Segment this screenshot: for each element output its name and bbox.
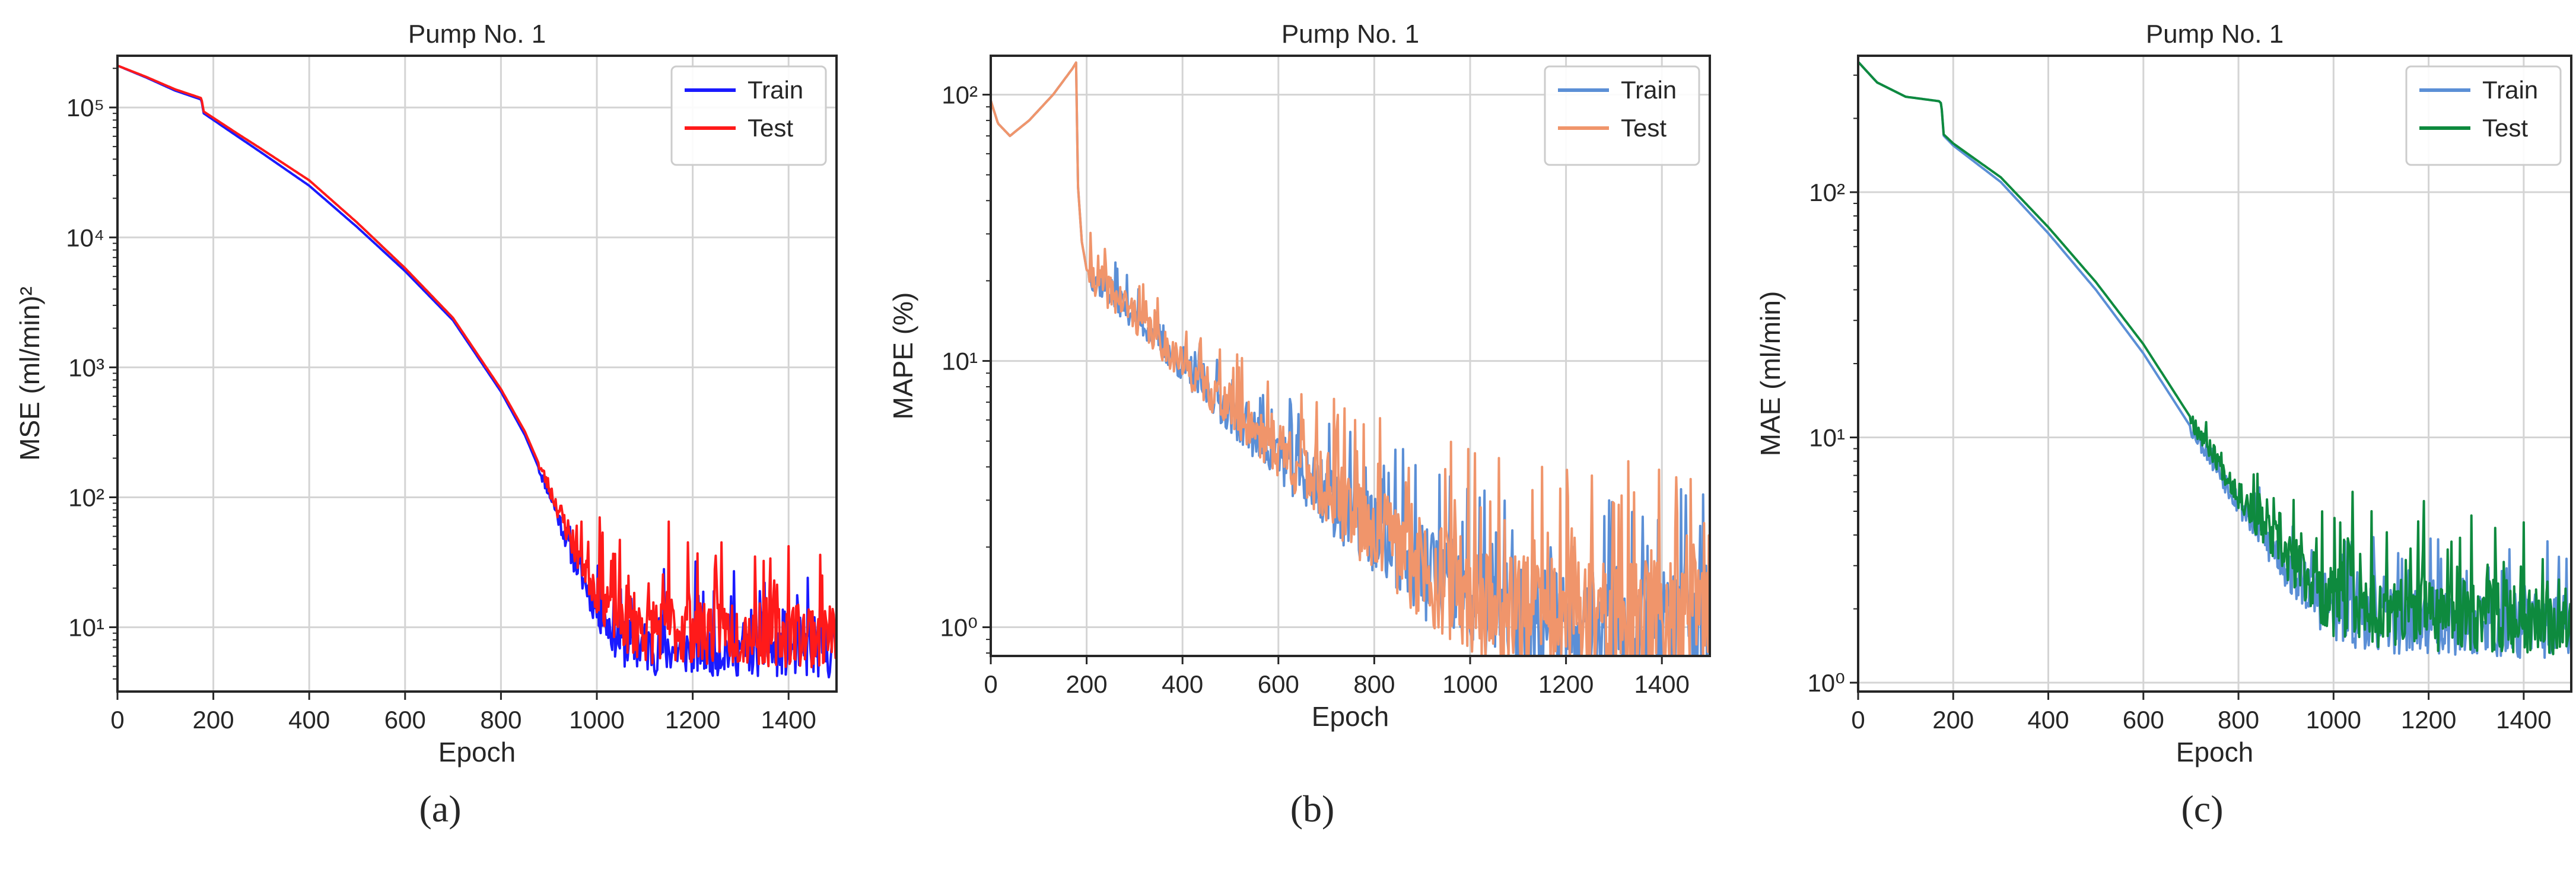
x-tick-label: 200 (1932, 706, 1974, 734)
axes-frame (990, 55, 1711, 657)
chart-panel-c: 0 200 400 600 800 1000 1200 1400 10⁰ 10¹ 10² Pump N… (1755, 20, 2572, 767)
y-tick-label: 10¹ (68, 614, 104, 642)
series-group-b (991, 61, 1710, 656)
y-axis-label: MAE (ml/min) (1755, 291, 1786, 457)
legend-label-test: Test (1621, 114, 1667, 142)
x-axis-label: Epoch (2176, 737, 2253, 767)
y-tick-label: 10² (68, 483, 104, 511)
legend: Train Test (670, 65, 827, 166)
y-axis-label: MAPE (%) (888, 292, 918, 420)
x-tick-label: 1400 (2496, 706, 2551, 734)
series-line-test (991, 61, 1710, 656)
series-line-test (117, 64, 837, 668)
legend-label-train: Train (2482, 76, 2538, 104)
chart-panel-b: 0 200 400 600 800 1000 1200 1400 10⁰ 10¹ 10² Pump N… (888, 20, 1711, 732)
series-group-c (1858, 60, 2571, 659)
x-tick-label: 1200 (665, 706, 720, 734)
series-line-train (117, 64, 837, 678)
y-tick-label: 10⁴ (66, 224, 104, 251)
y-minor-ticks (986, 106, 991, 654)
y-axis-label: MSE (ml/min)² (14, 286, 45, 461)
x-tick-label: 200 (1066, 670, 1108, 698)
x-tick-label: 1200 (1538, 670, 1594, 698)
x-tick-label: 0 (1851, 706, 1865, 734)
panel-caption: (c) (2181, 788, 2223, 830)
chart-title: Pump No. 1 (408, 20, 546, 49)
x-axis-label: Epoch (438, 737, 516, 767)
legend: Train Test (1544, 65, 1700, 166)
y-minor-ticks (113, 68, 117, 680)
legend-label-train: Train (1621, 76, 1677, 104)
series-group-a (117, 64, 837, 678)
y-tick-label: 10² (942, 81, 978, 109)
x-tick-label: 600 (1258, 670, 1299, 698)
x-tick-label: 400 (1162, 670, 1203, 698)
x-tick-label: 0 (110, 706, 124, 734)
x-tick-label: 800 (480, 706, 521, 734)
x-tick-label: 800 (1353, 670, 1395, 698)
legend-label-test: Test (748, 114, 793, 142)
x-tick-label: 600 (2123, 706, 2164, 734)
series-line-test (1858, 60, 2571, 655)
legend: Train Test (2405, 65, 2562, 166)
y-minor-ticks (1853, 74, 1858, 610)
x-tick-label: 1400 (1634, 670, 1689, 698)
x-tick-label: 0 (984, 670, 997, 698)
y-tick-label: 10⁰ (940, 614, 978, 642)
chart-panel-a: 0 200 400 600 800 1000 1200 1400 10¹ 10² 10³ 10⁴ 10⁵… (14, 20, 838, 767)
panel-caption: (b) (1290, 788, 1335, 830)
panel-caption: (a) (419, 788, 461, 830)
y-tick-label: 10⁰ (1807, 669, 1845, 697)
x-tick-label: 1000 (569, 706, 624, 734)
x-tick-label: 1000 (1442, 670, 1497, 698)
x-tick-label: 200 (193, 706, 234, 734)
grid-a (117, 56, 837, 692)
legend-label-test: Test (2482, 114, 2528, 142)
x-axis-label: Epoch (1312, 701, 1389, 732)
legend-label-train: Train (748, 76, 803, 104)
x-tick-label: 400 (288, 706, 330, 734)
y-tick-label: 10¹ (1809, 424, 1845, 452)
chart-title: Pump No. 1 (2146, 20, 2284, 49)
y-tick-label: 10¹ (942, 348, 978, 375)
y-tick-label: 10² (1809, 179, 1845, 206)
axes-frame (1857, 55, 2572, 693)
x-tick-label: 1200 (2401, 706, 2456, 734)
x-tick-label: 1400 (761, 706, 816, 734)
x-tick-label: 800 (2218, 706, 2259, 734)
y-tick-label: 10⁵ (66, 94, 104, 122)
x-tick-label: 1000 (2306, 706, 2361, 734)
x-tick-label: 600 (384, 706, 426, 734)
y-tick-label: 10³ (68, 353, 104, 381)
chart-title: Pump No. 1 (1281, 20, 1419, 49)
x-tick-label: 400 (2027, 706, 2069, 734)
